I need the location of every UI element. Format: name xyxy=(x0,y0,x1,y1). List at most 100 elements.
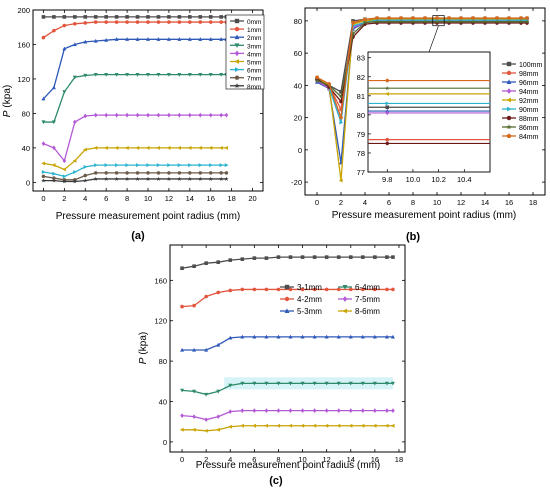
data-point xyxy=(114,145,119,150)
data-point xyxy=(135,15,140,19)
series-5mm xyxy=(41,145,229,172)
x-tick-label: 2 xyxy=(62,194,66,203)
data-point xyxy=(524,19,530,24)
data-point xyxy=(216,342,221,347)
x-tick-label: 16 xyxy=(505,198,513,207)
x-tick-label: 8 xyxy=(276,455,280,464)
data-point xyxy=(73,170,77,175)
data-point xyxy=(204,347,209,352)
data-point xyxy=(252,381,257,386)
data-point xyxy=(384,423,389,428)
data-point xyxy=(146,15,150,19)
x-tick-label: 2 xyxy=(339,198,343,207)
data-point xyxy=(72,42,77,47)
y-tick-label: -20 xyxy=(291,178,302,187)
data-point xyxy=(228,424,232,429)
data-point xyxy=(276,408,281,413)
data-point xyxy=(348,334,353,339)
data-point xyxy=(83,113,88,119)
data-point xyxy=(41,174,46,179)
data-point xyxy=(167,20,171,24)
series-84mm xyxy=(315,15,529,120)
data-point xyxy=(390,423,395,428)
data-point xyxy=(180,304,184,309)
data-point xyxy=(216,260,221,264)
data-point xyxy=(391,408,395,413)
data-point xyxy=(240,257,245,261)
data-point xyxy=(73,119,77,125)
data-point xyxy=(348,408,353,413)
zoom-connector xyxy=(428,25,439,53)
data-point xyxy=(208,73,213,77)
inset-data-point xyxy=(385,91,389,96)
data-point xyxy=(198,171,203,175)
data-point xyxy=(156,73,161,77)
data-point xyxy=(228,335,233,340)
data-point xyxy=(471,15,475,20)
data-point xyxy=(240,381,245,386)
data-point xyxy=(252,334,257,339)
data-point xyxy=(411,15,415,20)
legend-marker xyxy=(234,26,240,32)
legend-label-7-5mm: 7-5mm xyxy=(355,295,380,304)
data-point xyxy=(208,20,213,24)
ylabel-unit-c: (kpa) xyxy=(138,332,149,355)
inset-y-tick-label: 77 xyxy=(357,168,365,177)
data-point xyxy=(300,381,305,386)
y-tick-label: 0 xyxy=(298,146,302,155)
data-point xyxy=(62,158,67,164)
data-point xyxy=(494,19,500,24)
legend-c: 3-1mm 4-2mm 5-3mm 6-4mm 7-5mm 8-6mm xyxy=(280,283,380,316)
legend-label-2mm: 2mm xyxy=(247,35,261,42)
data-point xyxy=(104,112,108,118)
data-point xyxy=(146,37,150,41)
data-point xyxy=(384,334,389,339)
data-point xyxy=(336,334,341,339)
x-tick-label: 6 xyxy=(387,198,391,207)
data-point xyxy=(348,381,353,386)
legend-label-98mm: 98mm xyxy=(519,71,539,78)
data-point xyxy=(372,334,377,339)
data-point xyxy=(52,145,56,151)
data-point xyxy=(146,112,150,118)
data-point xyxy=(41,161,46,166)
data-point xyxy=(62,23,67,28)
data-point xyxy=(519,15,523,20)
legend-marker xyxy=(506,88,512,94)
legend-label-3mm: 3mm xyxy=(247,43,261,50)
data-point xyxy=(198,73,203,77)
y-tick-label: 60 xyxy=(294,49,302,58)
x-tick-label: 10 xyxy=(144,194,152,203)
data-point xyxy=(361,287,365,292)
data-point xyxy=(327,81,331,86)
data-point xyxy=(339,115,343,120)
data-point xyxy=(372,423,377,428)
x-tick-label: 12 xyxy=(457,198,465,207)
data-point xyxy=(103,176,109,181)
data-point xyxy=(324,408,329,413)
data-point xyxy=(94,163,98,168)
legend-label-8-6mm: 8-6mm xyxy=(355,307,380,316)
inset-y-tick-label: 83 xyxy=(357,54,365,63)
ylabel-var-a: P xyxy=(2,110,13,117)
data-point xyxy=(224,176,229,181)
x-tick-label: 18 xyxy=(529,198,537,207)
data-point xyxy=(62,167,66,172)
data-point xyxy=(288,381,293,386)
legend-marker xyxy=(234,50,240,57)
data-point xyxy=(216,389,221,394)
data-point xyxy=(51,178,57,183)
legend-label-90mm: 90mm xyxy=(519,107,539,114)
data-point xyxy=(361,408,365,413)
data-point xyxy=(228,409,233,414)
legend-label-94mm: 94mm xyxy=(519,89,539,96)
data-point xyxy=(219,163,224,168)
data-point xyxy=(125,20,129,24)
inset-data-point xyxy=(385,105,390,110)
y-tick-label: 0 xyxy=(163,438,167,447)
data-point xyxy=(506,19,512,24)
legend-label-1mm: 1mm xyxy=(247,27,261,34)
data-point xyxy=(114,20,119,24)
data-point xyxy=(252,408,257,413)
legend-label-0mm: 0mm xyxy=(247,19,261,26)
